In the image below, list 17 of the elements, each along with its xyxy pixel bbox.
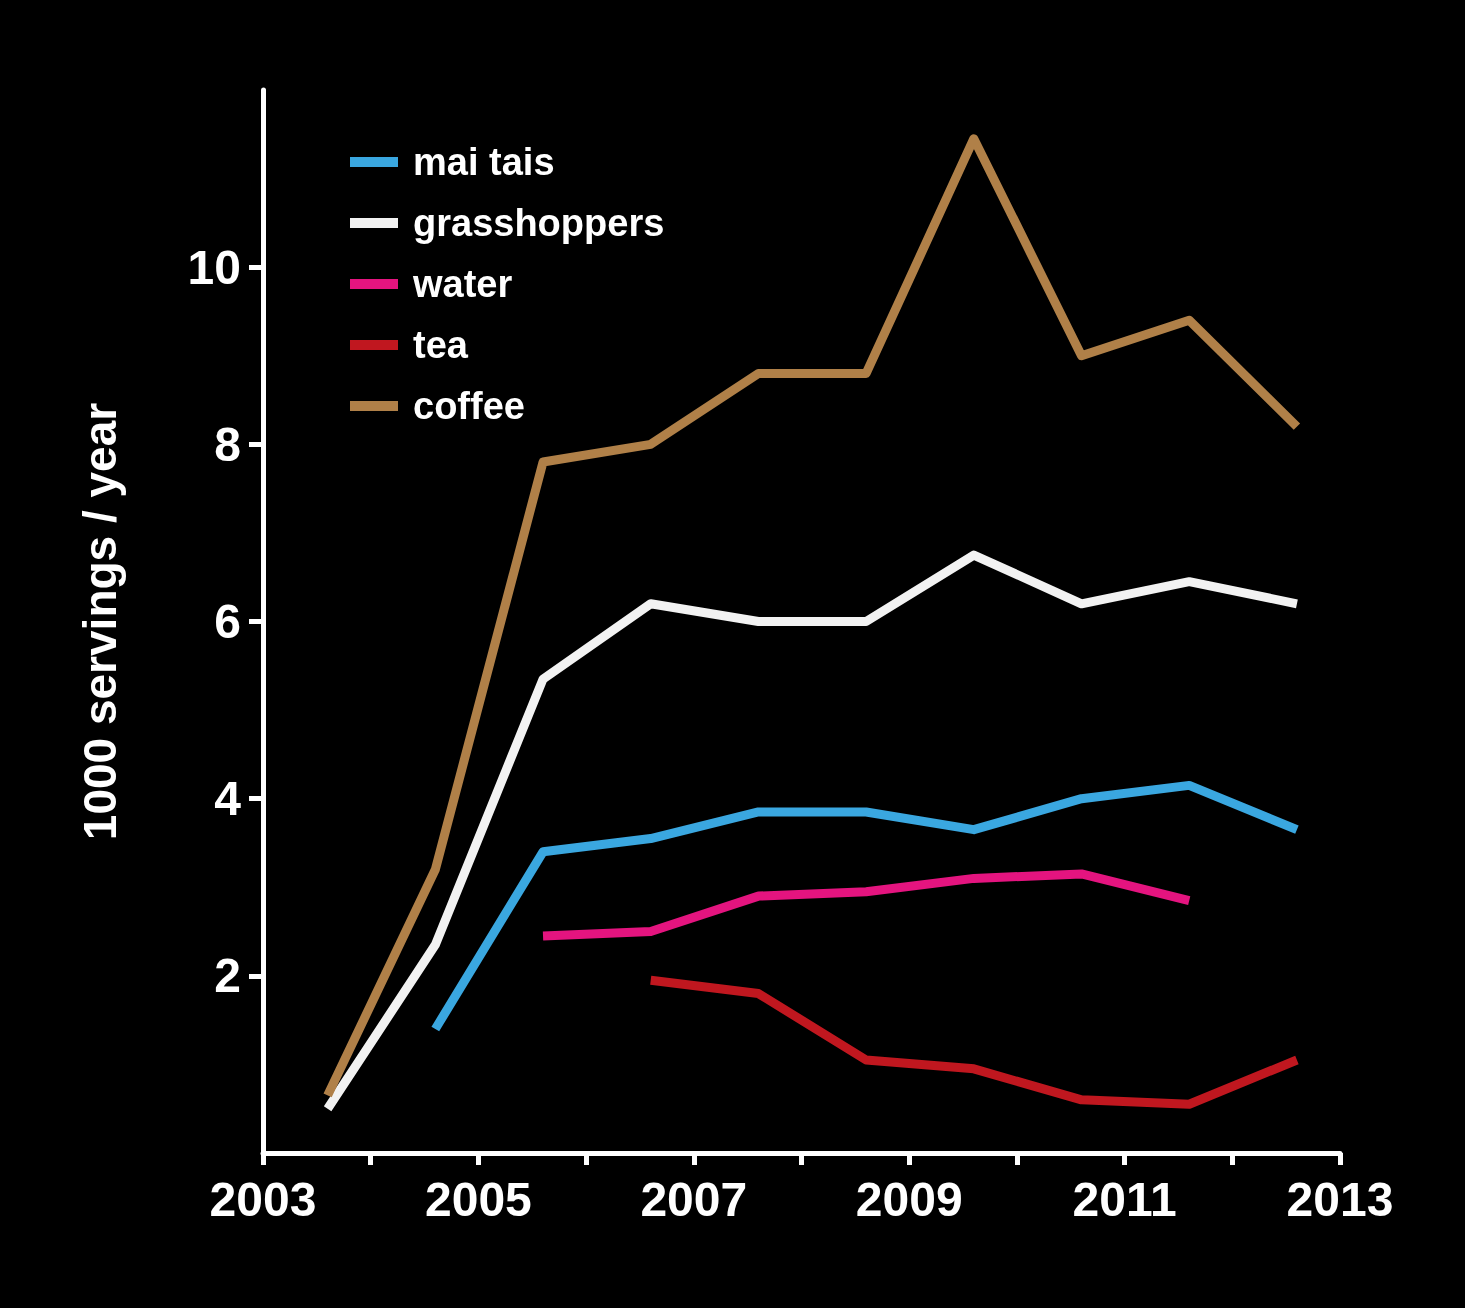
y-tick-label: 6 — [214, 595, 241, 648]
x-tick-label: 2007 — [640, 1172, 748, 1226]
legend-label: grasshoppers — [413, 202, 665, 244]
legend-label: water — [412, 263, 513, 305]
x-tick-label: 2013 — [1286, 1172, 1394, 1226]
legend-label: mai tais — [413, 141, 555, 183]
y-tick-label: 2 — [214, 949, 241, 1003]
y-tick-label: 4 — [214, 772, 242, 826]
x-tick-label: 2009 — [855, 1172, 963, 1226]
y-tick-label: 10 — [187, 240, 241, 294]
x-tick-label: 2005 — [425, 1172, 532, 1226]
y-tick-label: 8 — [214, 417, 241, 471]
x-tick-label: 2003 — [209, 1172, 317, 1226]
x-tick-label: 2011 — [1072, 1172, 1177, 1226]
legend-label: coffee — [413, 385, 525, 427]
legend-label: tea — [413, 324, 469, 366]
y-axis-title: 1000 servings / year — [74, 402, 126, 841]
